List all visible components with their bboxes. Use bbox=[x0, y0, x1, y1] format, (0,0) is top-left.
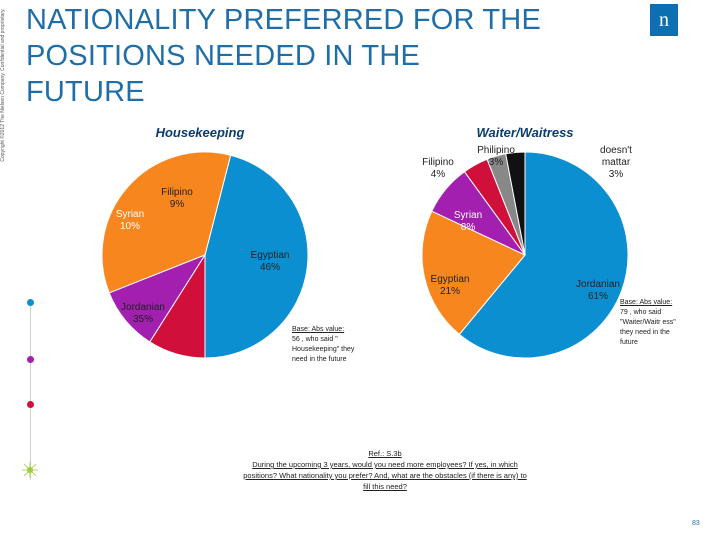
pie2-label-jordanian: Jordanian 61% bbox=[576, 279, 620, 302]
pie1-label-filipino: Filipino 9% bbox=[161, 187, 193, 210]
housekeeping-base-text: 56 , who said " Housekeeping" they need … bbox=[292, 336, 355, 363]
pie1-slice-jordanian bbox=[101, 151, 232, 294]
pie1-label-jordanian: Jordanian 35% bbox=[121, 302, 165, 325]
side-strip bbox=[0, 0, 20, 540]
waiter-base-note: Base: Abs value: 79 , who said "Waiter/W… bbox=[620, 298, 680, 348]
page-number: 83 bbox=[692, 520, 700, 527]
nielsen-logo: n bbox=[650, 4, 678, 36]
pie2-slice-doesn-t-mattar bbox=[505, 151, 526, 256]
reference-label: Ref.: S.3b bbox=[368, 449, 402, 458]
decor-dot-blue bbox=[27, 299, 34, 306]
pie1-label-syrian: Syrian 10% bbox=[116, 209, 144, 232]
decor-line bbox=[30, 300, 31, 480]
pie1-slice-filipino bbox=[149, 253, 206, 359]
pie2-label-egyptian: Egyptian 21% bbox=[431, 274, 470, 297]
slide-title: NATIONALITY PREFERRED FOR THE POSITIONS … bbox=[26, 4, 541, 108]
decor-dot-red bbox=[27, 401, 34, 408]
pie2-label-doesn-t-mattar: doesn't mattar 3% bbox=[600, 145, 632, 180]
reference-question: During the upcoming 3 years, would you n… bbox=[243, 460, 527, 491]
pie1-slice-egyptian bbox=[204, 154, 309, 359]
housekeeping-base-heading: Base: Abs value: bbox=[292, 326, 345, 333]
decor-dot-purple bbox=[27, 356, 34, 363]
pie1-title: Housekeeping bbox=[156, 125, 245, 140]
decor-spark-icon bbox=[22, 462, 38, 478]
reference-note: Ref.: S.3b During the upcoming 3 years, … bbox=[240, 448, 530, 492]
pie2-slice-jordanian bbox=[458, 151, 629, 359]
pie2-slice-egyptian bbox=[421, 210, 526, 336]
waiter-base-heading: Base: Abs value: bbox=[620, 299, 673, 306]
pie2-title: Waiter/Waitress bbox=[476, 125, 573, 140]
housekeeping-base-note: Base: Abs value: 56 , who said " Houseke… bbox=[292, 325, 362, 365]
pie1-label-egyptian: Egyptian 46% bbox=[251, 250, 290, 273]
waiter-base-text: 79 , who said "Waiter/Waitr ess" they ne… bbox=[620, 309, 676, 346]
pie2-label-filipino: Filipino 4% bbox=[422, 157, 454, 180]
pie2-label-syrian: Syrian 8% bbox=[454, 210, 482, 233]
pie2-label-philipino: Philipino 3% bbox=[477, 145, 515, 168]
